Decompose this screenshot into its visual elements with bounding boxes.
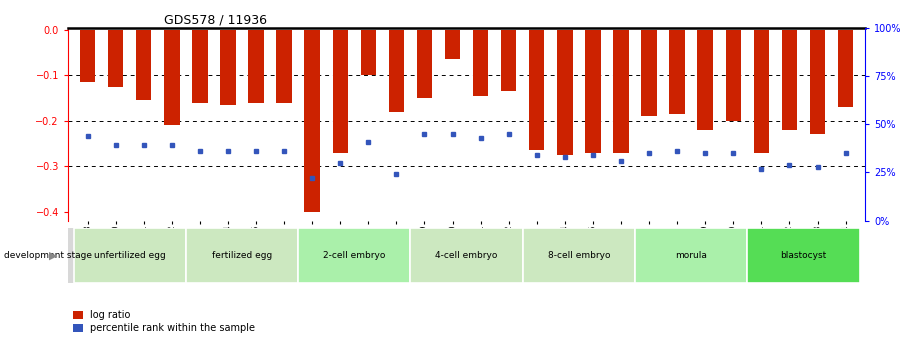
Bar (613, 30, 629, 152)
Bar (641, 30, 657, 116)
Bar (557, 30, 573, 155)
Text: 2-cell embryo: 2-cell embryo (323, 251, 385, 260)
Text: fertilized egg: fertilized egg (212, 251, 272, 260)
Bar (529, 30, 545, 150)
Text: 8-cell embryo: 8-cell embryo (547, 251, 610, 260)
Legend: log ratio, percentile rank within the sample: log ratio, percentile rank within the sa… (72, 310, 255, 333)
Bar (276, 30, 292, 102)
Bar (248, 30, 264, 102)
Bar (782, 30, 797, 130)
Bar (186, 228, 298, 283)
Bar (417, 30, 432, 98)
Bar (523, 228, 635, 283)
Text: blastocyst: blastocyst (780, 251, 826, 260)
Bar (164, 30, 179, 125)
Bar (585, 30, 601, 152)
Bar (136, 30, 151, 100)
Bar (304, 30, 320, 212)
Text: ▶: ▶ (49, 250, 57, 260)
Bar (747, 228, 860, 283)
Bar (445, 30, 460, 59)
Text: 4-cell embryo: 4-cell embryo (436, 251, 497, 260)
Bar (670, 30, 685, 114)
Bar (108, 30, 123, 87)
Bar (73, 228, 186, 283)
Bar (80, 30, 95, 82)
Bar (838, 30, 853, 107)
Text: GDS578 / 11936: GDS578 / 11936 (164, 13, 266, 27)
Bar (754, 30, 769, 152)
Bar (410, 228, 523, 283)
Bar (333, 30, 348, 152)
Text: unfertilized egg: unfertilized egg (94, 251, 166, 260)
Bar (810, 30, 825, 135)
Bar (501, 30, 516, 91)
Bar (698, 30, 713, 130)
Bar (220, 30, 236, 105)
Text: morula: morula (675, 251, 707, 260)
Bar (635, 228, 747, 283)
Bar (473, 30, 488, 96)
Bar (389, 30, 404, 112)
Bar (361, 30, 376, 75)
Bar (298, 228, 410, 283)
Bar (726, 30, 741, 121)
Text: development stage: development stage (4, 251, 92, 260)
Bar (192, 30, 207, 102)
